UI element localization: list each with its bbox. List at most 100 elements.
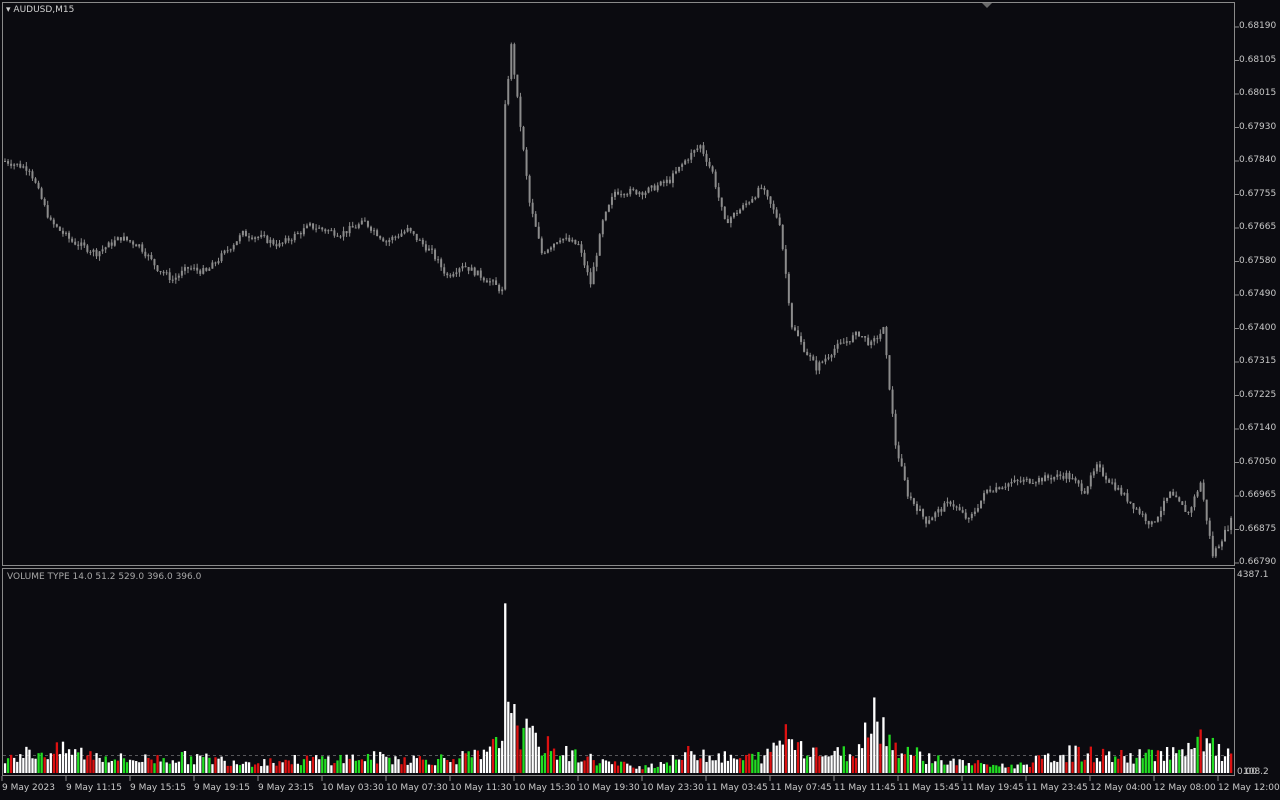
candle-body [89,251,92,253]
candle-body [632,188,635,190]
volume-bar [1025,764,1028,773]
candle-body [687,159,690,161]
candle-body [549,247,552,250]
candle-body [543,252,546,254]
candle-body [473,267,476,276]
volume-bar [1208,743,1211,773]
symbol-title-text: AUDUSD,M15 [13,5,75,15]
candle-body [833,348,836,356]
time-tick-label: 9 May 15:15 [130,783,186,793]
volume-bar [1013,768,1016,773]
candle-body [391,236,394,241]
volume-bar [397,759,400,773]
volume-bar [1129,753,1132,773]
volume-bar [339,754,342,773]
volume-indicator-pane[interactable] [2,568,1235,776]
candle-body [357,224,360,228]
volume-bar [77,752,80,773]
volume-bar [616,765,620,773]
volume-bar [205,753,208,773]
candle-body [49,217,52,220]
volume-bar [299,765,303,773]
volume-bar [1175,753,1178,773]
volume-bar [104,756,107,773]
volume-bar [1111,762,1114,773]
volume-bar [784,724,787,773]
candle-body [305,225,308,229]
candle-body [248,236,250,238]
volume-bar [592,760,595,773]
volume-bar [507,701,510,773]
candle-body [476,270,479,276]
volume-bar [1138,749,1141,773]
candle-body [171,279,174,281]
candle-body [952,504,955,507]
volume-bar [443,757,446,773]
candle-body [1147,521,1150,525]
volume-bar [1190,749,1193,773]
candle-body [28,170,31,172]
candle-body [458,268,461,273]
volume-bar [55,742,59,773]
candle-body [122,236,125,241]
candle-body [903,466,906,480]
volume-bar [693,754,696,773]
volume-bar [982,764,986,773]
candle-body [479,270,482,278]
candle-body [607,204,610,212]
volume-bar [183,751,187,773]
price-chart-pane[interactable] [2,2,1235,566]
dropdown-triangle-icon[interactable]: ▾ [6,5,11,15]
candle-body [745,203,748,206]
candle-body [1007,483,1010,487]
volume-bar [1019,762,1022,773]
candle-body [992,491,995,493]
candle-body [141,244,144,252]
volume-bar [1022,764,1025,773]
volume-bar [174,762,177,773]
volume-bar [168,763,171,773]
volume-bar [1226,748,1230,773]
volume-bar [394,756,397,773]
candle-body [528,175,531,203]
candle-body [174,277,177,280]
candle-body [488,281,491,283]
volume-bar [821,756,824,773]
volume-bar [629,765,632,773]
candle-body [321,227,324,230]
volume-bar [793,750,797,773]
candle-body [708,161,711,167]
volume-bar [580,761,583,773]
volume-bar [763,755,766,773]
volume-bar [979,762,983,773]
candle-body [19,163,22,168]
time-tick-label: 10 May 15:30 [514,783,576,793]
volume-bar [949,760,952,773]
volume-bar [257,763,260,773]
volume-bar [531,725,534,773]
candle-body [540,238,543,254]
candle-body [736,212,738,214]
volume-bar [372,751,376,773]
volume-bar [857,744,861,773]
volume-bar [345,754,348,773]
candle-body [58,226,61,231]
candle-body [931,517,934,521]
candle-body [659,181,662,186]
candle-body [504,104,507,290]
candle-body [1098,464,1101,468]
candle-body [226,250,229,252]
volume-bar [263,759,266,773]
volume-bar [860,748,864,773]
candle-body [482,277,485,281]
candle-body [565,237,568,239]
volume-bar [925,764,928,773]
volume-bar [498,748,501,773]
volume-bar [1150,749,1153,773]
candle-body [278,243,281,247]
candle-body [754,197,757,200]
volume-bar [461,751,464,773]
volume-bar [284,759,287,773]
volume-bar [760,763,763,773]
volume-bar [1059,755,1062,773]
